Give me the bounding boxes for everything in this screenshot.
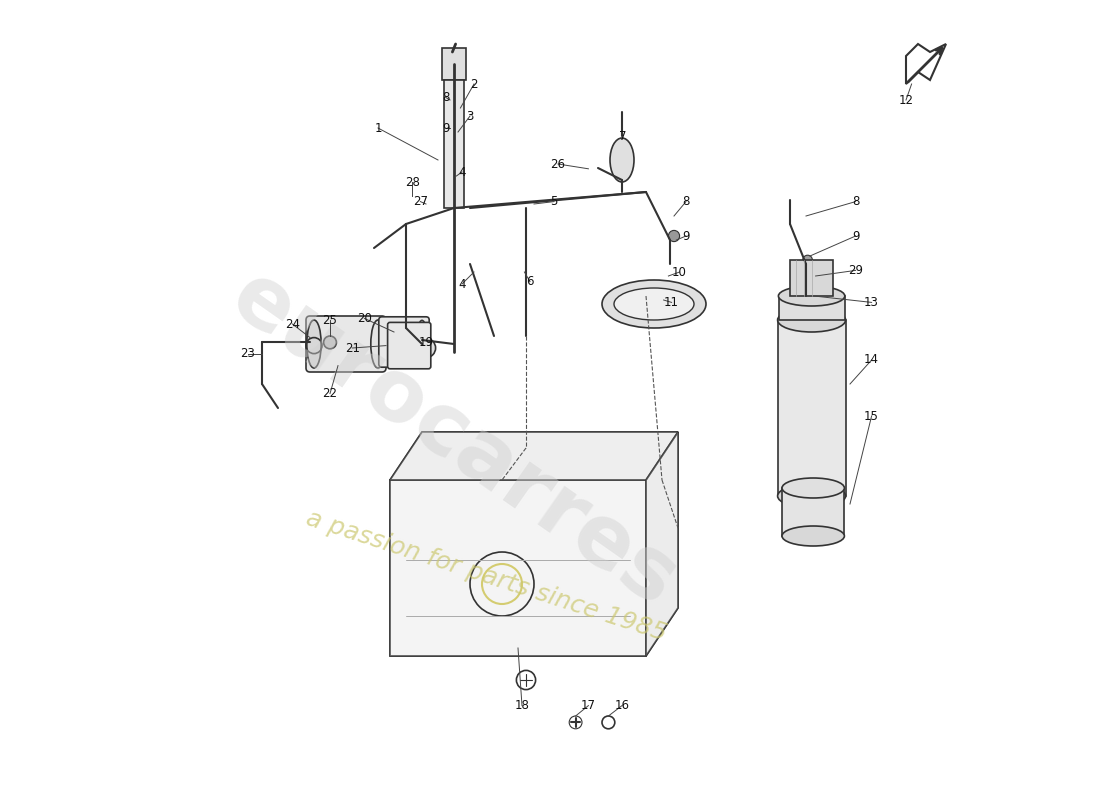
Text: 3: 3	[466, 110, 474, 122]
Text: 19: 19	[418, 336, 433, 349]
Circle shape	[417, 338, 436, 358]
Text: 4: 4	[459, 166, 465, 178]
Text: 10: 10	[672, 266, 688, 278]
Bar	[790, 260, 833, 296]
Text: 24: 24	[285, 318, 300, 330]
Bar	[778, 320, 846, 496]
Text: 13: 13	[865, 296, 879, 309]
Ellipse shape	[610, 138, 634, 182]
Text: 15: 15	[865, 410, 879, 422]
Ellipse shape	[307, 320, 321, 368]
Text: 8: 8	[442, 91, 450, 104]
Circle shape	[669, 230, 680, 242]
Ellipse shape	[614, 288, 694, 320]
Text: 7: 7	[619, 130, 627, 142]
Text: 18: 18	[515, 699, 529, 712]
Text: 8: 8	[851, 195, 859, 208]
Text: 8: 8	[682, 195, 690, 208]
Text: 28: 28	[405, 176, 420, 189]
Bar	[779, 296, 845, 320]
Bar	[444, 80, 463, 208]
Ellipse shape	[782, 526, 845, 546]
Text: 6: 6	[526, 275, 534, 288]
Text: 1: 1	[374, 122, 382, 134]
Text: 21: 21	[345, 342, 360, 354]
Text: 27: 27	[412, 195, 428, 208]
Text: 23: 23	[240, 347, 255, 360]
Text: 2: 2	[471, 78, 477, 90]
Text: 9: 9	[851, 230, 859, 242]
Text: 4: 4	[459, 278, 465, 290]
Bar	[782, 488, 845, 536]
FancyBboxPatch shape	[378, 317, 429, 367]
Text: 16: 16	[615, 699, 629, 712]
FancyBboxPatch shape	[387, 322, 431, 369]
Ellipse shape	[371, 320, 385, 368]
Ellipse shape	[782, 478, 845, 498]
Circle shape	[323, 336, 337, 349]
Ellipse shape	[778, 308, 846, 332]
Ellipse shape	[417, 321, 428, 365]
Text: 29: 29	[848, 264, 864, 277]
Text: a passion for parts since 1985: a passion for parts since 1985	[302, 506, 669, 646]
FancyBboxPatch shape	[306, 316, 386, 372]
Ellipse shape	[779, 286, 845, 306]
Text: 14: 14	[865, 354, 879, 366]
Polygon shape	[390, 480, 646, 656]
Text: 22: 22	[322, 387, 338, 400]
Circle shape	[803, 255, 813, 265]
Text: 5: 5	[550, 195, 558, 208]
Text: eurocarres: eurocarres	[214, 255, 693, 625]
Text: 9: 9	[682, 230, 690, 242]
Text: 11: 11	[664, 296, 679, 309]
Polygon shape	[390, 432, 678, 480]
Text: 25: 25	[322, 314, 338, 326]
Text: 26: 26	[550, 158, 565, 170]
Text: 12: 12	[899, 94, 913, 106]
Bar	[442, 48, 466, 80]
Text: 17: 17	[581, 699, 596, 712]
Text: 9: 9	[442, 122, 450, 134]
Ellipse shape	[602, 280, 706, 328]
Polygon shape	[646, 432, 678, 656]
Ellipse shape	[778, 484, 846, 508]
Text: 20: 20	[358, 312, 372, 325]
